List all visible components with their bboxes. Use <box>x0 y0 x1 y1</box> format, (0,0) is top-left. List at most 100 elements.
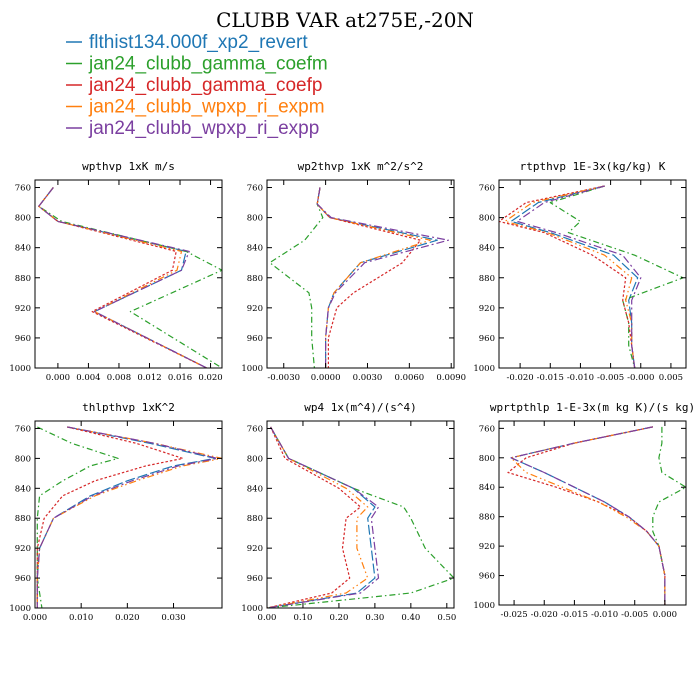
y-tick-label: 1000 <box>9 364 31 374</box>
panel: thlpthvp 1xK^2 760 800 840 880 920 960 10000.00… <box>9 401 223 623</box>
x-tick-label: 0.010 <box>69 613 93 623</box>
series-line <box>267 426 376 608</box>
y-tick-label: 840 <box>479 244 495 254</box>
series-line <box>267 426 454 608</box>
x-tick-label: 0.000 <box>23 613 47 623</box>
series-line <box>36 426 216 608</box>
panel-title: thlpthvp 1xK^2 <box>82 401 175 414</box>
series-line <box>38 187 222 368</box>
y-tick-label: 920 <box>15 304 31 314</box>
x-tick-label: 0.030 <box>161 613 185 623</box>
x-tick-label: 0.000 <box>653 610 677 620</box>
series-line <box>316 187 431 368</box>
legend-entry: jan24_clubb_gamma_coefp <box>66 75 322 96</box>
y-tick-label: 1000 <box>473 601 495 611</box>
y-tick-label: 800 <box>247 214 263 224</box>
y-tick-label: 760 <box>479 184 495 194</box>
y-tick-label: 960 <box>247 334 263 344</box>
legend-entry: jan24_clubb_wpxp_ri_expp <box>66 118 319 139</box>
legend-entry: flthist134.000f_xp2_revert <box>66 32 308 53</box>
figure-title: CLUBB VAR at275E,-20N <box>216 8 474 32</box>
x-tick-label: 0.016 <box>168 373 192 383</box>
y-tick-label: 840 <box>15 484 31 494</box>
series-line <box>38 187 207 368</box>
x-tick-label: 0.0060 <box>394 373 424 383</box>
x-tick-label: -0.010 <box>591 610 618 620</box>
y-tick-label: 800 <box>479 214 495 224</box>
x-tick-label: 0.50 <box>437 613 456 623</box>
y-tick-label: 760 <box>247 184 263 194</box>
plot-frame <box>498 179 687 369</box>
panel: wprtpthlp 1-E-3x(m kg K)/(s kg) 760 800 840… <box>473 401 695 620</box>
y-tick-label: 920 <box>15 544 31 554</box>
x-tick-label: 0.0090 <box>436 373 466 383</box>
x-tick-label: 0.10 <box>293 613 312 623</box>
series-line <box>36 426 119 608</box>
x-tick-label: -0.020 <box>531 610 558 620</box>
y-tick-label: 1000 <box>473 364 495 374</box>
x-tick-label: -0.010 <box>567 373 594 383</box>
x-tick-label: 0.0030 <box>353 373 383 383</box>
y-tick-label: 800 <box>479 454 495 464</box>
series-line <box>516 185 642 368</box>
x-tick-label: -0.0030 <box>267 373 300 383</box>
series-line <box>267 426 362 608</box>
y-tick-label: 960 <box>479 572 495 582</box>
y-tick-label: 920 <box>247 304 263 314</box>
y-tick-label: 1000 <box>241 604 263 614</box>
legend-label: jan24_clubb_wpxp_ri_expm <box>88 97 325 118</box>
x-tick-label: 0.008 <box>107 373 131 383</box>
series-line <box>36 426 184 608</box>
series-line <box>510 426 666 605</box>
panel-title: rtpthvp 1E-3x(kg/kg) K <box>520 160 666 173</box>
y-tick-label: 760 <box>479 424 495 434</box>
panel: wpthvp 1xK m/s 760 800 840 880 920 960 1000 0.00… <box>9 160 222 383</box>
panel-title: wp4 1x(m^4)/(s^4) <box>304 401 417 414</box>
panel-title: wpthvp 1xK m/s <box>82 160 175 173</box>
plot-frame <box>266 420 455 609</box>
y-tick-label: 920 <box>479 304 495 314</box>
y-tick-label: 760 <box>15 424 31 434</box>
x-tick-label: 0.30 <box>365 613 384 623</box>
series-line <box>510 185 639 368</box>
legend-label: flthist134.000f_xp2_revert <box>89 32 308 53</box>
y-tick-label: 880 <box>247 514 263 524</box>
x-tick-label: 0.020 <box>115 613 139 623</box>
x-tick-label: -0.025 <box>500 610 527 620</box>
y-tick-label: 1000 <box>241 364 263 374</box>
y-tick-label: 840 <box>479 483 495 493</box>
x-tick-label: -0.000 <box>627 373 654 383</box>
y-tick-label: 1000 <box>9 604 31 614</box>
panel-title: wp2thvp 1xK m^2/s^2 <box>298 160 424 173</box>
x-tick-label: 0.004 <box>76 373 100 383</box>
y-tick-label: 880 <box>479 513 495 523</box>
series-line <box>499 185 636 368</box>
x-tick-label: -0.015 <box>561 610 588 620</box>
series-line <box>549 185 684 368</box>
x-tick-label: 0.000 <box>46 373 70 383</box>
x-tick-label: 0.012 <box>137 373 161 383</box>
y-tick-label: 840 <box>247 244 263 254</box>
x-tick-label: -0.005 <box>621 610 648 620</box>
legend: flthist134.000f_xp2_revertjan24_clubb_ga… <box>66 32 328 139</box>
y-tick-label: 960 <box>479 334 495 344</box>
x-tick-label: 0.40 <box>401 613 420 623</box>
series-line <box>38 187 207 368</box>
y-tick-label: 760 <box>247 424 263 434</box>
x-tick-label: 0.0000 <box>311 373 341 383</box>
x-tick-label: -0.005 <box>597 373 624 383</box>
series-line <box>267 426 380 608</box>
legend-label: jan24_clubb_gamma_coefm <box>88 54 328 75</box>
series-line <box>267 426 369 608</box>
series-line <box>36 426 222 608</box>
series-line <box>504 185 636 368</box>
legend-entry: jan24_clubb_wpxp_ri_expm <box>66 97 325 118</box>
y-tick-label: 880 <box>15 514 31 524</box>
y-tick-label: 920 <box>247 544 263 554</box>
x-tick-label: 0.20 <box>329 613 348 623</box>
series-line <box>38 187 207 368</box>
x-tick-label: -0.015 <box>537 373 564 383</box>
legend-label: jan24_clubb_gamma_coefp <box>88 75 322 96</box>
y-tick-label: 840 <box>15 244 31 254</box>
